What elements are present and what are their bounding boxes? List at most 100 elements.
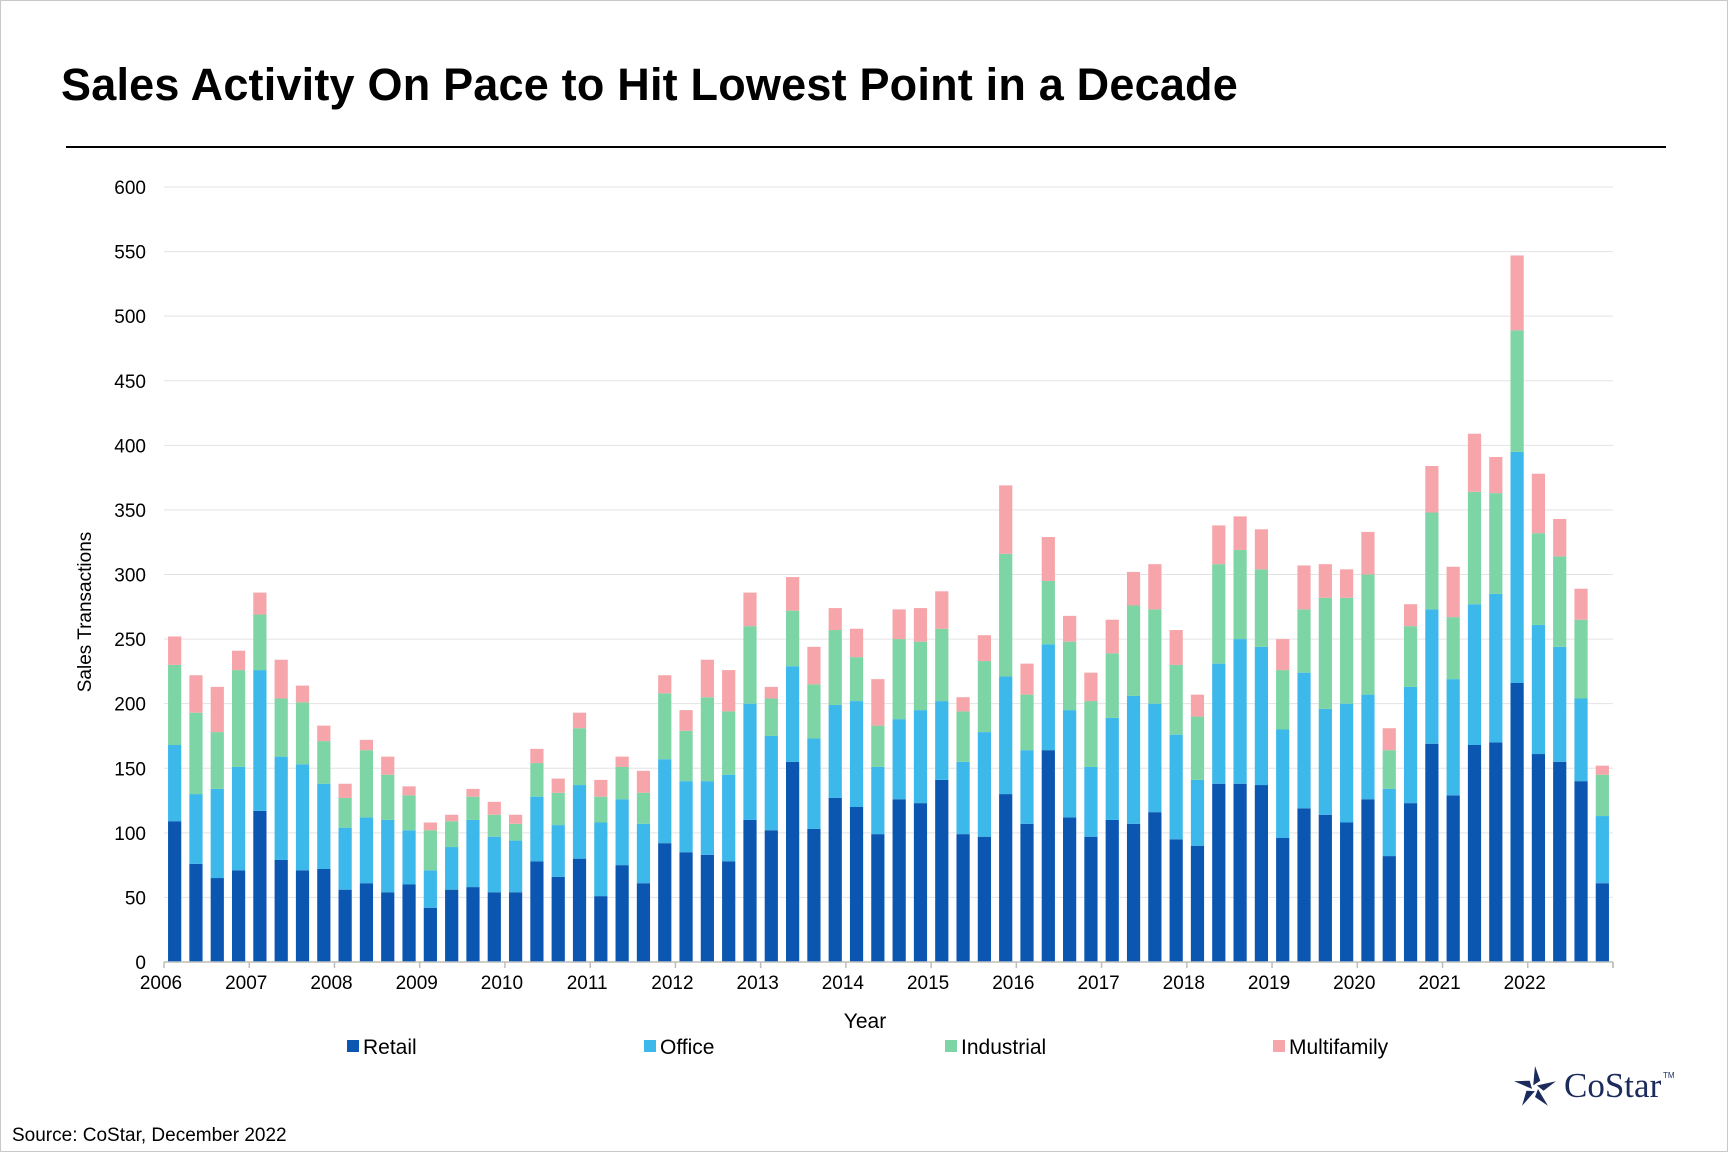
bar-segment-retail [231,870,246,962]
y-tick-label: 600 [114,178,146,199]
bar-segment-multifamily [615,756,629,767]
bar-segment-multifamily [935,591,949,629]
bar-segment-office [1553,646,1567,762]
bar-segment-multifamily [1446,566,1460,618]
bar-segment-industrial [253,614,267,671]
logo-star-point [1533,1066,1541,1086]
axes [163,961,1614,968]
bar-segment-industrial [551,792,565,826]
bar-segment-multifamily [402,786,416,796]
bar-segment-office [1276,729,1290,838]
bar-segment-retail [999,794,1013,962]
bar-segment-industrial [231,670,246,767]
x-tick-label: 2015 [907,973,949,994]
bar-segment-office [1169,734,1183,840]
bar-segment-retail [1553,761,1567,962]
bar-segment-multifamily [253,592,267,615]
bar-segment-multifamily [1595,765,1609,775]
bar-segment-retail [1041,750,1055,962]
bar-segment-multifamily [1063,615,1077,642]
bar-segment-industrial [402,795,416,831]
x-axis-label: Year [844,1010,886,1033]
bar-segment-multifamily [1297,565,1311,610]
bar-segment-office [977,732,991,837]
bar-segment-retail [764,830,778,962]
bar-segment-industrial [743,626,757,704]
bar-segment-office [381,819,395,893]
bar-segment-multifamily [1148,564,1162,610]
bar-segment-multifamily [295,685,310,703]
y-tick-label: 0 [135,953,146,974]
bar-segment-retail [338,889,352,962]
bar-segment-industrial [1190,716,1205,780]
bar-segment-multifamily [445,814,459,822]
bar-segment-retail [168,821,182,962]
bar-segment-multifamily [722,670,736,712]
bar-segment-retail [871,834,885,962]
y-tick-label: 550 [114,243,146,264]
bar-segment-retail [530,861,544,962]
bar-segment-office [636,823,651,884]
bar-segment-retail [1382,856,1396,962]
bar-segment-industrial [274,698,288,757]
bar-segment-office [189,794,203,864]
bar-segment-retail [1446,795,1460,962]
x-tick-label: 2006 [140,973,182,994]
bar-segment-office [956,761,970,835]
bar-segment-retail [253,810,267,962]
bar-segment-industrial [700,697,714,782]
bar-segment-multifamily [636,770,651,793]
logo-star-point [1536,1081,1556,1091]
bar-segment-retail [1063,817,1077,962]
bar-segment-multifamily [1574,588,1588,620]
bar-segment-retail [615,865,629,962]
legend-label-retail: Retail [363,1036,417,1059]
bar-segment-industrial [295,702,310,765]
bar-segment-multifamily [572,712,587,729]
legend-swatch-multifamily [1273,1040,1285,1052]
bar-segment-retail [594,896,608,962]
bar-segment-retail [1233,783,1247,962]
bar-segment-multifamily [913,608,928,642]
bar-segment-multifamily [658,675,672,694]
bar-segment-office [338,827,352,890]
x-tick-label: 2017 [1077,973,1119,994]
bar-segment-office [828,704,842,798]
bar-segment-multifamily [381,756,395,775]
bar-segment-retail [210,878,224,962]
bar-segment-retail [1297,808,1311,962]
bar-segment-retail [1403,803,1418,962]
bar-segment-retail [1467,745,1482,962]
bar-segment-industrial [722,711,736,775]
logo-star-point [1514,1080,1532,1089]
bar-segment-office [1084,766,1098,837]
legend: Retail Office Industrial Multifamily [347,1036,1389,1059]
bar-segment-industrial [1446,617,1460,680]
bar-segment-industrial [189,712,203,795]
y-tick-label: 450 [114,372,146,393]
bar-segment-office [402,830,416,885]
logo-text: CoStar [1564,1066,1662,1105]
bar-segment-retail [274,859,288,962]
bar-segment-retail [1254,785,1269,962]
bar-segment-multifamily [530,748,544,764]
bar-segment-multifamily [1084,672,1098,702]
bar-segment-retail [295,870,310,962]
bar-segment-industrial [1361,574,1375,695]
x-tick-label: 2018 [1163,973,1205,994]
y-tick-label: 250 [114,630,146,651]
bar-segment-industrial [1595,774,1609,817]
bar-segment-office [1531,624,1546,755]
bar-segment-office [913,710,928,804]
bar-segment-office [1467,604,1482,745]
x-tick-label: 2012 [651,973,693,994]
bar-segment-multifamily [786,577,800,611]
bar-segment-industrial [1254,569,1269,647]
bar-segment-office [1190,779,1205,846]
y-tick-label: 300 [114,566,146,587]
y-tick-label: 500 [114,307,146,328]
bar-segment-office [210,788,224,879]
chart-title: Sales Activity On Pace to Hit Lowest Poi… [61,59,1238,110]
bar-segment-industrial [977,661,991,733]
bar-segment-industrial [1403,626,1418,687]
